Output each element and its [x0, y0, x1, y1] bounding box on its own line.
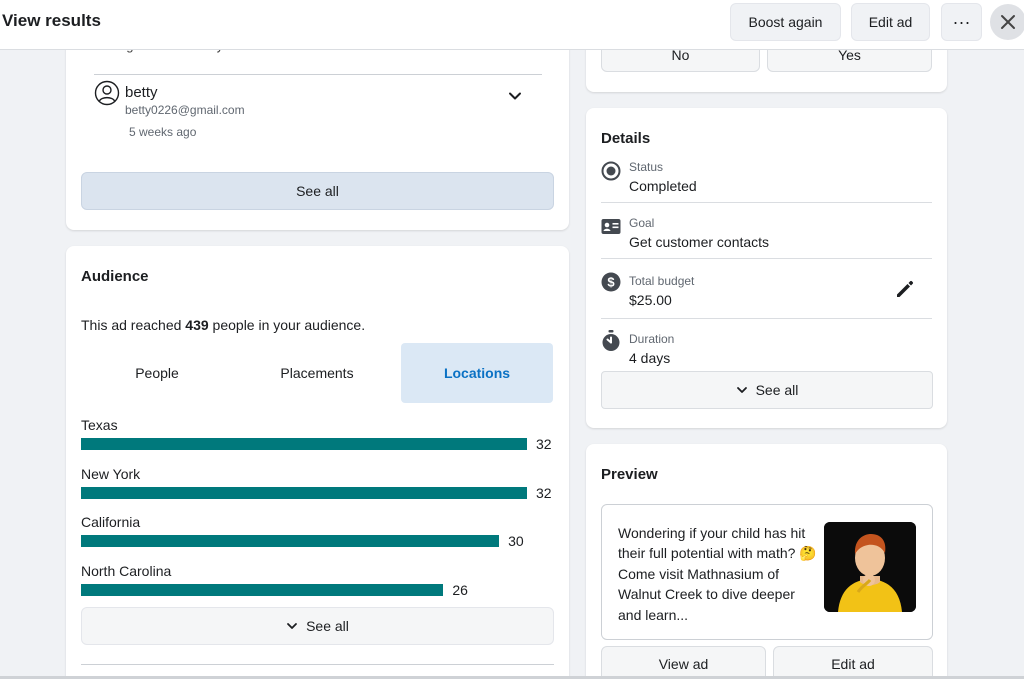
detail-value: $25.00	[629, 292, 672, 308]
location-count: 26	[452, 581, 468, 598]
reach-count: 439	[185, 317, 209, 333]
divider	[601, 258, 932, 259]
divider	[94, 74, 542, 75]
page-title: View results	[2, 11, 101, 30]
audience-title: Audience	[81, 268, 149, 285]
chevron-down-icon[interactable]	[507, 88, 523, 104]
divider	[601, 318, 932, 319]
detail-value: Completed	[629, 178, 697, 194]
tab-locations[interactable]: Locations	[401, 343, 553, 403]
tab-people[interactable]: People	[135, 365, 179, 381]
leads-see-all-button[interactable]: See all	[81, 172, 554, 210]
detail-value: Get customer contacts	[629, 234, 770, 250]
location-name: California	[81, 514, 141, 530]
location-name: North Carolina	[81, 562, 172, 579]
close-icon	[1001, 15, 1015, 29]
chevron-down-icon	[287, 623, 297, 629]
more-icon: ···	[952, 11, 971, 32]
child-thinking-image	[824, 522, 916, 612]
location-name: New York	[81, 465, 141, 482]
detail-value: 4 days	[629, 350, 671, 366]
close-button[interactable]	[990, 4, 1024, 40]
details-see-all-button[interactable]: See all	[601, 371, 933, 409]
location-count: 30	[508, 533, 524, 549]
lead-timestamp: 5 weeks ago	[129, 125, 197, 139]
svg-text:$: $	[607, 275, 615, 290]
bottom-edge	[0, 676, 1024, 679]
audience-card: Audience This ad reached 439 people in y…	[66, 246, 569, 679]
details-card: Details Status Completed Goal Get custom…	[586, 108, 947, 428]
reach-prefix: This ad reached	[81, 317, 186, 333]
preview-card: Preview Wondering if your child has hit …	[586, 444, 947, 679]
location-name: Texas	[81, 417, 118, 433]
status-icon	[601, 161, 621, 181]
person-icon	[94, 80, 120, 106]
duration-icon	[602, 330, 620, 351]
detail-label: Status	[629, 160, 664, 174]
divider	[601, 202, 932, 203]
see-all-label: See all	[306, 618, 349, 634]
lead-name: betty	[125, 84, 158, 101]
header-bar: View results Boost again Edit ad ···	[0, 0, 1024, 50]
detail-label: Duration	[629, 332, 675, 346]
audience-see-all-button[interactable]: See all	[81, 607, 554, 645]
preview-title: Preview	[601, 466, 658, 483]
details-title: Details	[601, 130, 651, 147]
location-bar	[81, 535, 500, 547]
location-bar	[81, 438, 527, 450]
audience-reach-text: This ad reached 439 people in your audie…	[81, 317, 365, 333]
tab-placements[interactable]: Placements	[280, 365, 354, 381]
detail-duration: Duration 4 days	[601, 330, 932, 372]
detail-status: Status Completed	[601, 160, 932, 216]
location-count: 32	[536, 436, 552, 452]
detail-label: Goal	[629, 216, 655, 230]
reach-suffix: people in your audience.	[208, 317, 366, 333]
detail-budget: $ Total budget $25.00	[601, 272, 932, 330]
ad-image	[824, 522, 916, 612]
goal-icon	[601, 219, 621, 234]
lead-email: betty0226@gmail.com	[125, 103, 245, 117]
ad-text: Wondering if your child has hit their fu…	[618, 525, 817, 623]
detail-goal: Goal Get customer contacts	[601, 216, 932, 272]
preview-edit-ad-button[interactable]: Edit ad	[773, 646, 933, 679]
see-all-label: See all	[755, 382, 799, 398]
location-count: 32	[536, 484, 552, 501]
ad-preview[interactable]: Wondering if your child has hit their fu…	[601, 504, 933, 640]
more-options-button[interactable]: ···	[941, 3, 982, 41]
leads-card: This ad got 1 lead from your audience. b…	[66, 30, 569, 230]
edit-budget-icon[interactable]	[894, 278, 916, 300]
location-row: California 30	[81, 514, 561, 554]
divider	[81, 664, 554, 665]
location-row: Texas 32	[81, 417, 561, 457]
view-ad-button[interactable]: View ad	[601, 646, 766, 679]
detail-label: Total budget	[629, 274, 695, 288]
budget-icon: $	[601, 272, 621, 292]
chevron-down-icon	[736, 387, 747, 393]
location-bar	[81, 583, 444, 596]
location-row: New York 32	[81, 466, 561, 506]
location-bar	[81, 486, 527, 499]
location-row: North Carolina 26	[81, 563, 561, 603]
boost-again-button[interactable]: Boost again	[730, 3, 841, 41]
edit-ad-button[interactable]: Edit ad	[851, 3, 930, 41]
